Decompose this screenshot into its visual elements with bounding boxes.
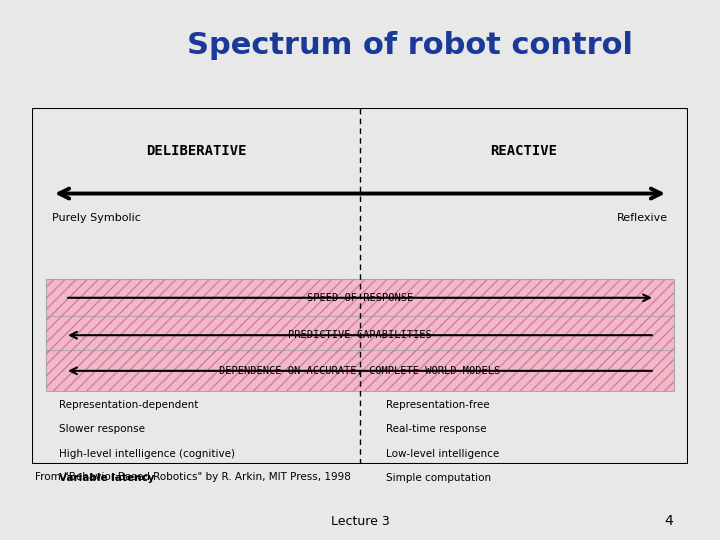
Text: Spectrum of robot control: Spectrum of robot control <box>187 31 634 59</box>
Text: SPEED OF RESPONSE: SPEED OF RESPONSE <box>307 293 413 303</box>
Text: Representation-free: Representation-free <box>386 400 490 410</box>
Text: From "Behavior-Based Robotics" by R. Arkin, MIT Press, 1998: From "Behavior-Based Robotics" by R. Ark… <box>35 472 351 483</box>
Bar <box>45 279 675 316</box>
Text: DELIBERATIVE: DELIBERATIVE <box>146 144 246 158</box>
Text: REACTIVE: REACTIVE <box>490 144 557 158</box>
Text: Purely Symbolic: Purely Symbolic <box>52 213 141 223</box>
Text: PREDICTIVE CAPABILITIES: PREDICTIVE CAPABILITIES <box>288 330 432 340</box>
Bar <box>45 350 675 392</box>
Text: Reflexive: Reflexive <box>617 213 668 223</box>
Text: Representation-dependent: Representation-dependent <box>58 400 198 410</box>
Text: DEPENDENCE ON ACCURATE, COMPLETE WORLD MODELS: DEPENDENCE ON ACCURATE, COMPLETE WORLD M… <box>220 366 500 376</box>
Bar <box>45 350 675 392</box>
Text: Slower response: Slower response <box>58 424 145 435</box>
Text: Variable latency: Variable latency <box>58 473 154 483</box>
Text: 4: 4 <box>665 514 673 528</box>
Text: Low-level intelligence: Low-level intelligence <box>386 449 500 458</box>
Text: Lecture 3: Lecture 3 <box>330 515 390 528</box>
Text: Real-time response: Real-time response <box>386 424 487 435</box>
Bar <box>45 279 675 316</box>
Text: High-level intelligence (cognitive): High-level intelligence (cognitive) <box>58 449 235 458</box>
Bar <box>45 316 675 354</box>
Bar <box>45 316 675 354</box>
Text: Simple computation: Simple computation <box>386 473 491 483</box>
